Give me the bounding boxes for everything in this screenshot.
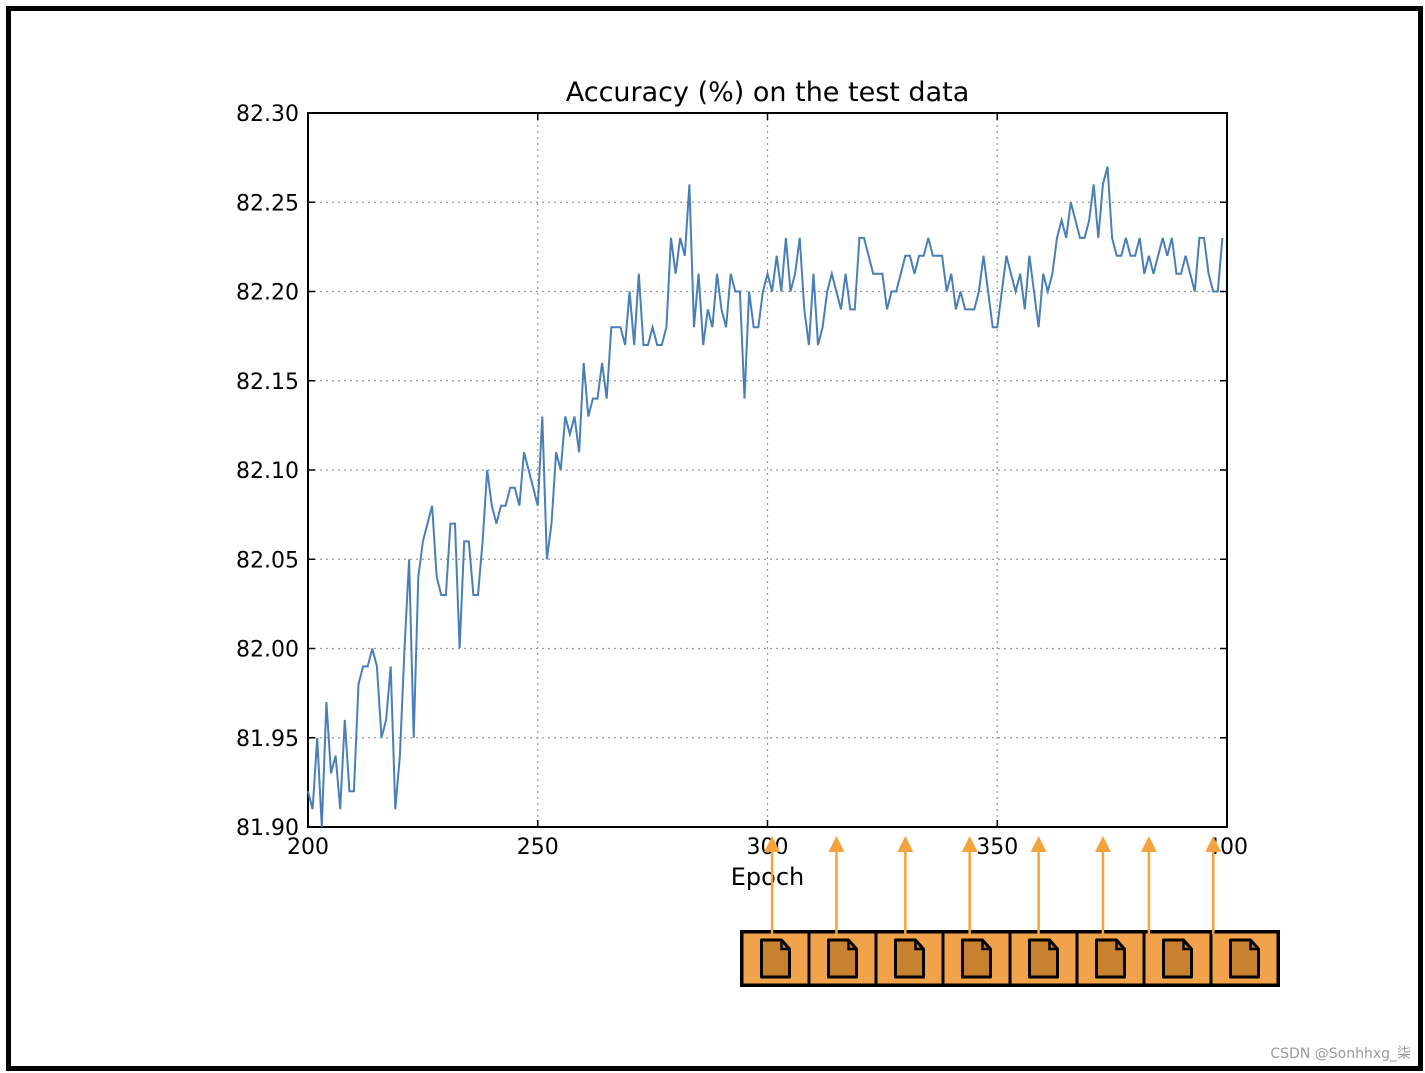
arrow-up-icon xyxy=(1094,836,1111,852)
y-axis: 81.90 81.95 82.00 82.05 82.10 82.15 82.20 82.25… xyxy=(236,102,1227,841)
y-tick-label: 82.00 xyxy=(236,638,299,663)
document-fold xyxy=(914,940,924,951)
arrow-up-icon xyxy=(1140,836,1157,852)
document-fold xyxy=(981,940,991,951)
document-fold xyxy=(1048,940,1058,951)
y-tick-label: 82.25 xyxy=(236,191,299,216)
accuracy-line xyxy=(307,166,1224,828)
document-icon xyxy=(827,938,858,979)
arrow-up-icon xyxy=(764,836,781,852)
watermark: CSDN @Sonhhxg_柒 xyxy=(1270,1046,1411,1062)
y-tick-label: 82.05 xyxy=(236,548,299,573)
y-tick-label: 82.20 xyxy=(236,281,299,306)
x-axis-label: Epoch xyxy=(731,863,805,891)
document-icon xyxy=(1229,938,1260,979)
document-fold xyxy=(780,940,790,951)
x-tick-label: 250 xyxy=(517,835,559,860)
y-tick-label: 82.30 xyxy=(236,102,299,127)
document-icon xyxy=(1162,938,1193,979)
document-icon xyxy=(760,938,791,979)
chart-title: Accuracy (%) on the test data xyxy=(566,77,970,108)
y-tick-label: 81.90 xyxy=(236,816,299,841)
mini-batch-overlay xyxy=(740,836,1280,987)
arrow-up-icon xyxy=(1205,836,1222,852)
chart-frame xyxy=(6,6,1423,1071)
arrow-up-icon xyxy=(828,836,845,852)
x-tick-label: 350 xyxy=(976,835,1018,860)
arrow-up-icon xyxy=(897,836,914,852)
y-tick-label: 82.15 xyxy=(236,370,299,395)
document-icon xyxy=(961,938,992,979)
document-fold xyxy=(1115,940,1125,951)
document-fold xyxy=(847,940,857,951)
y-tick-label: 82.10 xyxy=(236,459,299,484)
x-tick-label: 200 xyxy=(287,835,329,860)
document-icon xyxy=(1095,938,1126,979)
arrow-up-icon xyxy=(961,836,978,852)
arrow-up-icon xyxy=(1030,836,1047,852)
document-fold xyxy=(1249,940,1259,951)
document-icon xyxy=(1028,938,1059,979)
y-tick-label: 81.95 xyxy=(236,727,299,752)
document-fold xyxy=(1182,940,1192,951)
document-icon xyxy=(894,938,925,979)
